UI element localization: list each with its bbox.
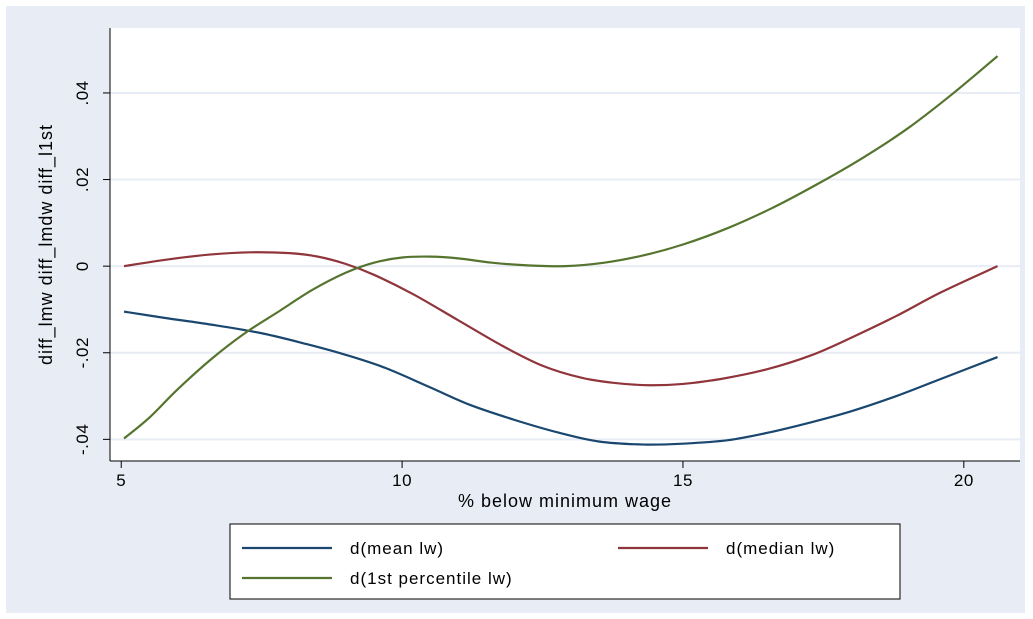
series-line-2: [123, 55, 999, 440]
legend-box: [229, 523, 901, 600]
y-tick-label-2: 0: [73, 261, 92, 271]
series-line-0: [123, 310, 998, 446]
legend-label-1: d(median lw): [726, 539, 835, 558]
line-chart: -.04 -.02 0 .02 .04 5 10 15 20 % below minimum wa…: [36, 28, 1020, 600]
chart-frame: -.04 -.02 0 .02 .04 5 10 15 20 % below minimum wa…: [6, 6, 1025, 613]
x-tick-label-2: 15: [673, 471, 693, 490]
x-tick-label-3: 20: [954, 471, 974, 490]
x-tick-label-0: 5: [116, 471, 126, 490]
y-tick-label-4: .04: [73, 80, 92, 105]
legend-label-0: d(mean lw): [350, 539, 444, 558]
y-tick-label-3: .02: [73, 167, 92, 192]
x-tick-label-1: 10: [392, 471, 412, 490]
x-axis-title: % below minimum wage: [458, 491, 672, 511]
series-line-1: [123, 251, 998, 387]
y-tick-label-0: -.04: [73, 424, 92, 455]
y-axis-title: diff_lmw diff_lmdw diff_l1st: [36, 124, 57, 365]
plot-area: [110, 28, 1020, 461]
y-tick-label-1: -.02: [73, 337, 92, 368]
legend-label-2: d(1st percentile lw): [350, 569, 513, 588]
